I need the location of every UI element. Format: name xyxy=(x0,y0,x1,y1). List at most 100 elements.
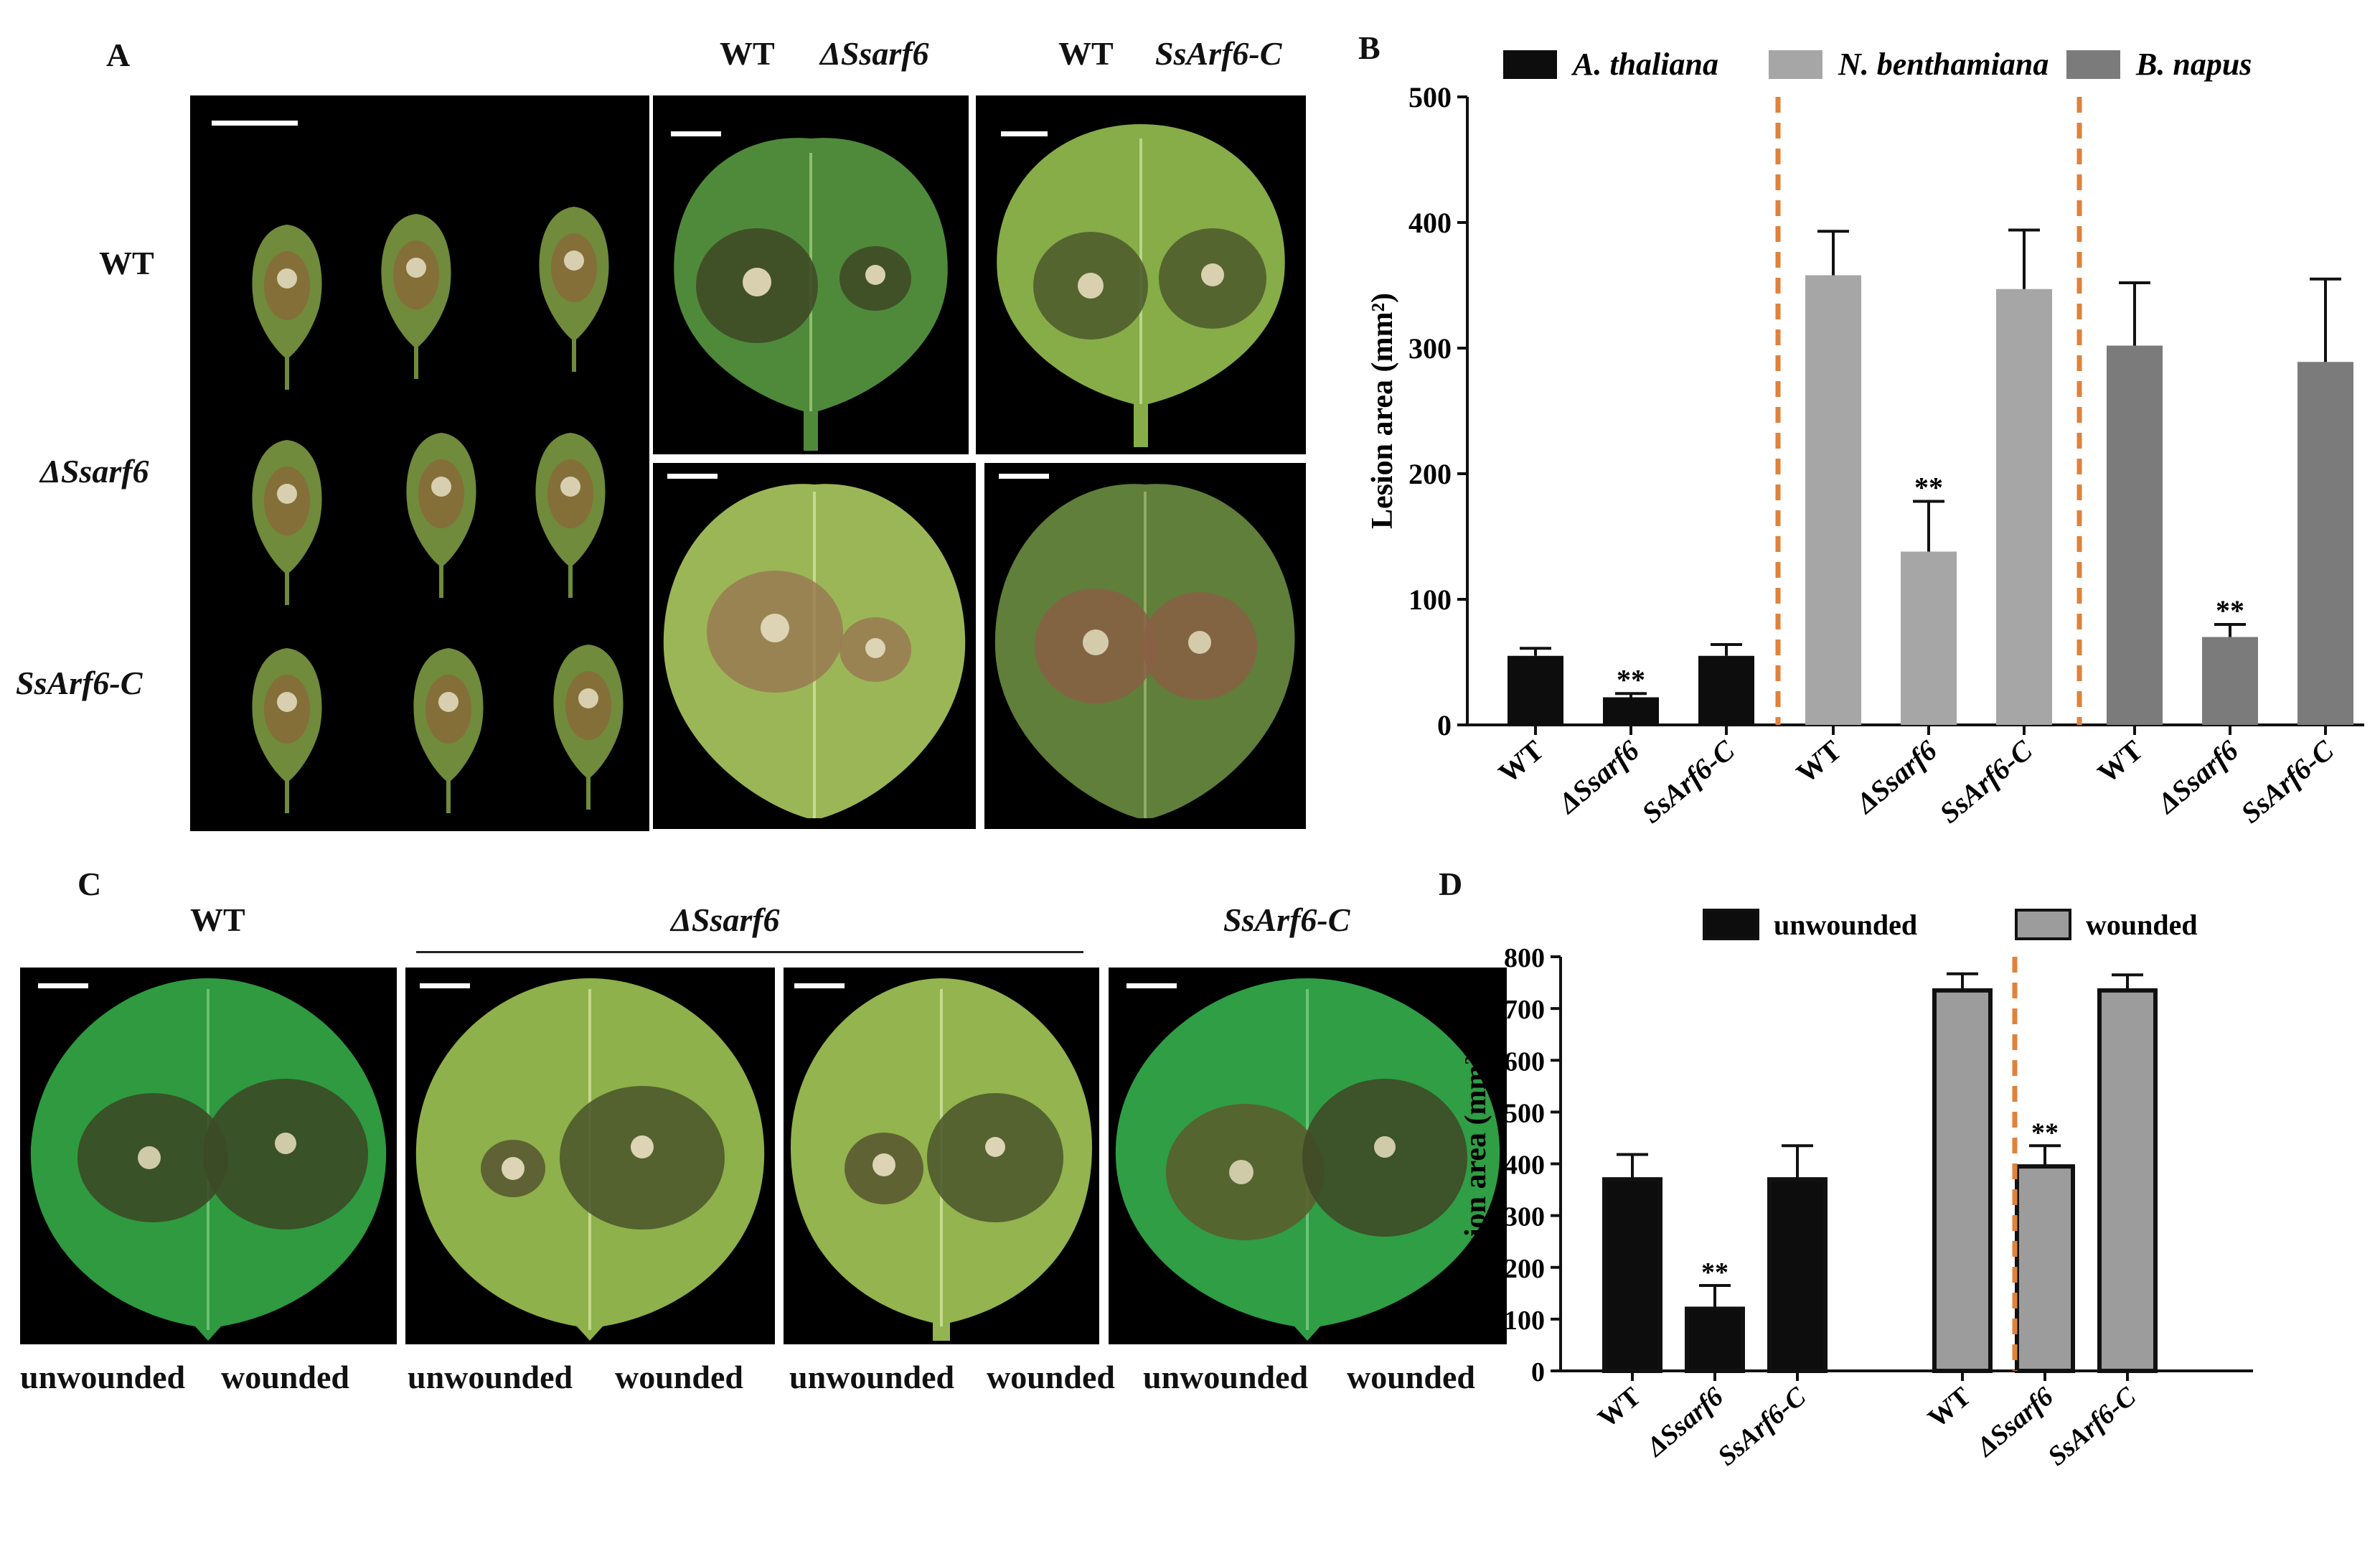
bar-b-napus-ssarf6 xyxy=(2202,637,2258,725)
c-leaf-drawing-1 xyxy=(30,978,387,1341)
legend-n-benthamiana: N. benthamiana xyxy=(1838,47,2049,82)
chart-d: 0 100 200 300 400 500 600 700 800 Lesion area (mm… xyxy=(1459,909,2253,1472)
bar-unwounded-ssarf6 xyxy=(1685,1306,1745,1374)
legend-a-thaliana: A. thaliana xyxy=(1571,47,1718,82)
legend-swatch xyxy=(2066,50,2120,79)
row-label-complemented: SsArf6-C xyxy=(16,665,143,701)
bar-a-thaliana-ssarf6 xyxy=(1603,697,1659,725)
c-caption-unwounded-4: unwounded xyxy=(1143,1359,1309,1395)
c-leaf-drawing-2 xyxy=(415,978,765,1341)
x-tick-label: SsArf6-C xyxy=(1712,1381,1812,1471)
x-tick-label: SsArf6-C xyxy=(1635,734,1741,830)
x-tick-label: WT xyxy=(1790,734,1848,790)
panel-letter-d: D xyxy=(1439,866,1463,902)
legend-swatch xyxy=(2015,909,2071,940)
bar-wounded-ssarf6 xyxy=(2015,1164,2075,1373)
c-leaf-drawing-4 xyxy=(1115,978,1500,1341)
x-tick-label: ΔSsarf6 xyxy=(1551,734,1645,820)
legend-swatch xyxy=(1503,50,1557,79)
photo-nb-wt-mutant xyxy=(653,95,969,454)
x-tick-label: SsArf6-C xyxy=(2234,734,2340,830)
legend-wounded: wounded xyxy=(2086,909,2198,941)
photo-c-mutant-2 xyxy=(784,968,1099,1344)
y-tick-label: 500 xyxy=(1408,81,1452,113)
arabidopsis-leaf-drawing xyxy=(252,207,624,813)
bar-wounded-ssarf6-c xyxy=(2097,988,2158,1374)
y-tick-label: 0 xyxy=(1531,1357,1545,1387)
bar-unwounded-ssarf6-c xyxy=(1767,1177,1828,1373)
photo-bn-wt-mutant xyxy=(653,463,976,829)
y-axis-label: Lesion area (mm²) xyxy=(1366,293,1399,529)
legend-swatch xyxy=(1769,50,1822,79)
x-tick-label: WT xyxy=(1492,734,1550,790)
c-leaf-drawing-3 xyxy=(791,978,1092,1341)
panel-letter-c: C xyxy=(77,866,102,902)
photo-arabidopsis-leaves xyxy=(190,95,649,831)
y-tick-label: 400 xyxy=(1408,207,1452,239)
bar-a-thaliana-ssarf6-c xyxy=(1698,655,1754,725)
x-tick-label: WT xyxy=(2092,734,2149,790)
legend-b-napus: B. napus xyxy=(2135,47,2252,82)
col-label-mutant: ΔSsarf6 xyxy=(820,35,929,72)
c-caption-unwounded-2: unwounded xyxy=(408,1359,573,1395)
y-axis-label: Lesion area (mm²) xyxy=(1459,1046,1492,1282)
c-label-mutant: ΔSsarf6 xyxy=(671,901,780,938)
y-tick-label: 600 xyxy=(1504,1046,1545,1077)
c-caption-wounded-2: wounded xyxy=(615,1359,743,1395)
significance-label: ** xyxy=(2216,594,2244,627)
col-label-complemented: SsArf6-C xyxy=(1155,35,1282,72)
c-caption-wounded-1: wounded xyxy=(221,1359,349,1395)
bar-unwounded-wt xyxy=(1602,1177,1662,1373)
photo-c-complemented xyxy=(1109,968,1507,1344)
significance-label: ** xyxy=(2031,1118,2059,1148)
photo-nb-wt-complemented xyxy=(976,95,1306,454)
bar-b-napus-wt xyxy=(2107,345,2163,725)
scale-bar xyxy=(671,131,721,136)
c-caption-unwounded-3: unwounded xyxy=(789,1359,955,1395)
c-caption-wounded-3: wounded xyxy=(987,1359,1115,1395)
nb-leaf-drawing-1 xyxy=(674,138,948,451)
y-tick-label: 700 xyxy=(1504,995,1545,1025)
mutant-group-line xyxy=(416,951,1083,953)
bar-n-benthamiana-wt xyxy=(1805,275,1861,725)
y-tick-label: 800 xyxy=(1504,943,1545,973)
photo-c-mutant-1 xyxy=(405,968,775,1344)
legend-swatch xyxy=(1703,909,1759,940)
scale-bar xyxy=(1001,131,1048,136)
bar-a-thaliana-wt xyxy=(1508,655,1563,725)
y-tick-label: 500 xyxy=(1504,1098,1545,1128)
x-tick-label: WT xyxy=(1592,1382,1647,1434)
x-tick-label: WT xyxy=(1922,1382,1977,1434)
y-tick-label: 400 xyxy=(1504,1151,1545,1181)
row-label-wt: WT xyxy=(99,245,154,281)
significance-label: ** xyxy=(1617,663,1645,695)
scale-bar xyxy=(1126,983,1177,988)
scale-bar xyxy=(420,983,470,988)
x-tick-label: SsArf6-C xyxy=(2042,1381,2142,1471)
x-tick-label: ΔSsarf6 xyxy=(1848,734,1942,820)
bar-n-benthamiana-ssarf6-c xyxy=(1996,289,2052,725)
scale-bar xyxy=(38,983,88,988)
row-label-mutant: ΔSsarf6 xyxy=(40,453,149,490)
scale-bar xyxy=(999,474,1049,479)
y-tick-label: 100 xyxy=(1504,1306,1545,1336)
col-label-wt-1: WT xyxy=(720,35,775,72)
bn-leaf-drawing-1 xyxy=(663,484,966,818)
significance-label: ** xyxy=(1914,472,1943,504)
scale-bar xyxy=(212,121,298,126)
col-label-wt-2: WT xyxy=(1058,35,1114,72)
y-tick-label: 300 xyxy=(1408,332,1452,365)
y-tick-label: 100 xyxy=(1408,584,1452,616)
photo-bn-wt-complemented xyxy=(984,463,1306,829)
photo-c-wt xyxy=(20,968,397,1344)
legend-unwounded: unwounded xyxy=(1774,909,1917,941)
bn-leaf-drawing-2 xyxy=(994,484,1295,818)
y-tick-label: 200 xyxy=(1504,1254,1545,1284)
c-label-complemented: SsArf6-C xyxy=(1223,901,1350,938)
bar-n-benthamiana-ssarf6 xyxy=(1901,551,1957,725)
x-tick-label: ΔSsarf6 xyxy=(2150,734,2244,820)
y-tick-label: 300 xyxy=(1504,1202,1545,1232)
nb-leaf-drawing-2 xyxy=(997,124,1285,447)
c-label-wt: WT xyxy=(190,901,245,938)
chart-b: 0 100 200 300 400 500 Lesion area (mm²) WT ** ΔSs… xyxy=(1366,47,2364,830)
